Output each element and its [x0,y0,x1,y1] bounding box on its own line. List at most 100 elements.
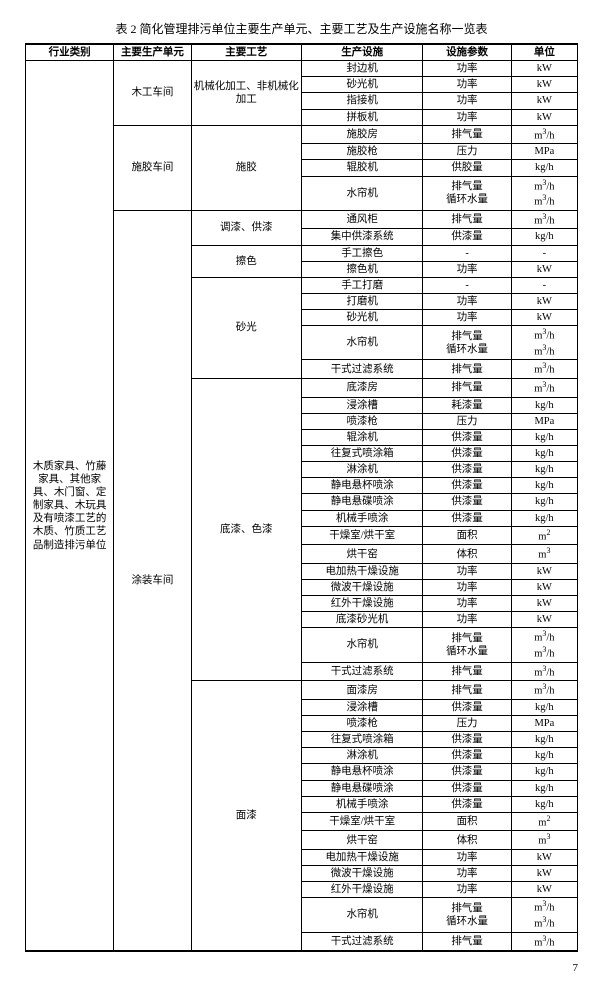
cell-unitname: m3/h [511,662,577,681]
cell-unitname: m3/h [511,932,577,951]
cell-process: 调漆、供漆 [191,210,301,245]
cell-unitname: - [511,277,577,293]
cell-param: 功率 [423,261,511,277]
cell-param: 供漆量 [423,796,511,812]
page-number: 7 [25,962,578,974]
table-header-row: 行业类别 主要生产单元 主要工艺 生产设施 设施参数 单位 [26,44,578,61]
cell-facility: 干燥室/烘干室 [301,812,422,831]
cell-param: 功率 [423,109,511,125]
cell-unitname: kg/h [511,510,577,526]
cell-unitname: m3/h [511,210,577,229]
cell-facility: 机械手喷涂 [301,796,422,812]
cell-facility: 施胶房 [301,125,422,144]
cell-param: 排气量 [423,681,511,700]
cell-param: 排气量 [423,662,511,681]
table-row: 木质家具、竹藤家具、其他家具、木门窗、定制家具、木玩具及有喷漆工艺的木质、竹质工… [26,61,578,77]
cell-unitname: m3/hm3/h [511,628,577,662]
cell-unitname: kg/h [511,796,577,812]
table-title: 表 2 简化管理排污单位主要生产单元、主要工艺及生产设施名称一览表 [25,20,578,37]
cell-process: 底漆、色漆 [191,379,301,681]
cell-facility: 底漆砂光机 [301,612,422,628]
cell-param: 功率 [423,596,511,612]
col-param: 设施参数 [423,44,511,61]
cell-unitname: kW [511,310,577,326]
cell-param: 供漆量 [423,764,511,780]
cell-unitname: kW [511,109,577,125]
cell-param: 功率 [423,61,511,77]
cell-facility: 浸涂槽 [301,397,422,413]
cell-process: 面漆 [191,681,301,952]
cell-unitname: kW [511,866,577,882]
cell-unitname: kW [511,93,577,109]
cell-facility: 拼板机 [301,109,422,125]
cell-unitname: m3/h [511,125,577,144]
cell-param: 排气量 [423,379,511,398]
cell-unitname: m2 [511,812,577,831]
main-table: 行业类别 主要生产单元 主要工艺 生产设施 设施参数 单位 木质家具、竹藤家具、… [25,43,578,952]
cell-industry: 木质家具、竹藤家具、其他家具、木门窗、定制家具、木玩具及有喷漆工艺的木质、竹质工… [26,61,114,952]
cell-unitname: kW [511,77,577,93]
cell-unitname: - [511,245,577,261]
cell-unitname: kg/h [511,699,577,715]
cell-unitname: kg/h [511,160,577,176]
cell-param: 功率 [423,77,511,93]
cell-unitname: m3/hm3/h [511,898,577,932]
cell-param: 供漆量 [423,446,511,462]
col-facility: 生产设施 [301,44,422,61]
cell-unitname: kW [511,563,577,579]
cell-unit: 木工车间 [114,61,191,126]
cell-facility: 静电悬碟喷涂 [301,494,422,510]
cell-unitname: m3/h [511,681,577,700]
cell-facility: 干式过滤系统 [301,662,422,681]
cell-param: 供漆量 [423,229,511,245]
cell-facility: 静电悬杯喷涂 [301,764,422,780]
cell-unitname: kg/h [511,397,577,413]
cell-param: 供漆量 [423,510,511,526]
cell-param: 供漆量 [423,780,511,796]
cell-process: 擦色 [191,245,301,277]
cell-unitname: kg/h [511,494,577,510]
cell-param: 供胶量 [423,160,511,176]
cell-facility: 擦色机 [301,261,422,277]
cell-facility: 微波干燥设施 [301,866,422,882]
cell-unitname: kg/h [511,748,577,764]
cell-unitname: kW [511,580,577,596]
cell-facility: 底漆房 [301,379,422,398]
cell-param: 体积 [423,545,511,564]
cell-param: 功率 [423,850,511,866]
cell-unitname: kg/h [511,780,577,796]
cell-process: 砂光 [191,277,301,378]
cell-unitname: m3/h [511,379,577,398]
cell-param: 功率 [423,580,511,596]
cell-param: 面积 [423,812,511,831]
cell-facility: 水帘机 [301,898,422,932]
cell-facility: 辊胶机 [301,160,422,176]
cell-facility: 封边机 [301,61,422,77]
cell-facility: 静电悬碟喷涂 [301,780,422,796]
col-process: 主要工艺 [191,44,301,61]
cell-unitname: MPa [511,144,577,160]
cell-param: 耗漆量 [423,397,511,413]
cell-facility: 干式过滤系统 [301,360,422,379]
cell-unitname: m3/hm3/h [511,176,577,210]
cell-unitname: m3/h [511,360,577,379]
cell-unitname: m2 [511,526,577,545]
cell-facility: 干式过滤系统 [301,932,422,951]
cell-facility: 机械手喷涂 [301,510,422,526]
cell-param: 供漆量 [423,732,511,748]
cell-param: 压力 [423,413,511,429]
cell-facility: 淋涂机 [301,748,422,764]
cell-facility: 微波干燥设施 [301,580,422,596]
cell-facility: 喷漆枪 [301,413,422,429]
cell-param: 供漆量 [423,699,511,715]
cell-facility: 静电悬杯喷涂 [301,478,422,494]
cell-facility: 面漆房 [301,681,422,700]
cell-facility: 手工擦色 [301,245,422,261]
cell-param: 功率 [423,93,511,109]
cell-unitname: kg/h [511,732,577,748]
cell-unit: 施胶车间 [114,125,191,210]
table-body: 木质家具、竹藤家具、其他家具、木门窗、定制家具、木玩具及有喷漆工艺的木质、竹质工… [26,61,578,952]
cell-param: 供漆量 [423,494,511,510]
cell-facility: 往复式喷涂箱 [301,446,422,462]
cell-param: 排气量循环水量 [423,326,511,360]
